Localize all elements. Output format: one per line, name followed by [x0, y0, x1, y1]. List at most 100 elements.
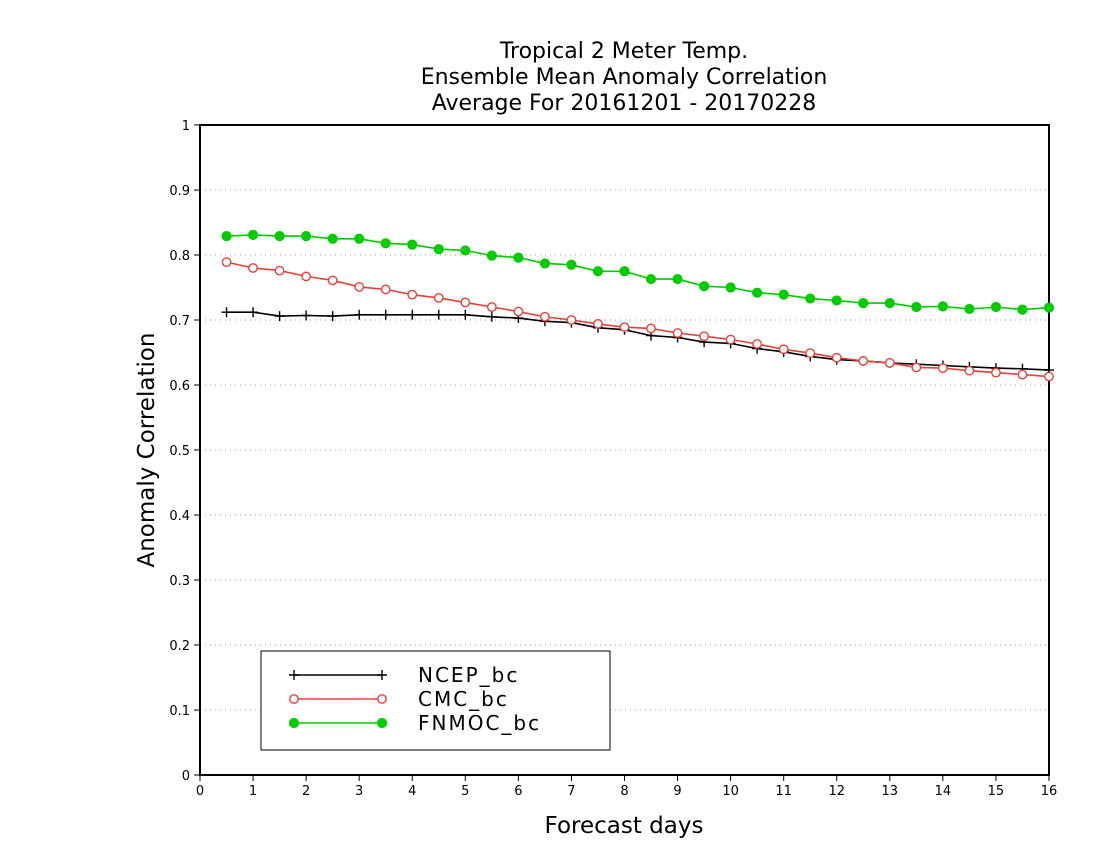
x-tick-label: 13 — [882, 784, 899, 799]
series-lines — [221, 229, 1055, 382]
legend-label-cmc_bc: CMC_bc — [418, 687, 509, 711]
y-tick-label: 0.8 — [169, 249, 190, 264]
x-tick-label: 15 — [988, 784, 1005, 799]
data-point — [301, 310, 312, 321]
data-point — [699, 331, 709, 342]
legend-label-fnmoc_bc: FNMOC_bc — [418, 711, 541, 735]
y-tick-label: 0 — [182, 769, 190, 784]
data-point — [725, 334, 736, 345]
data-point — [274, 311, 285, 322]
data-point — [1044, 371, 1054, 382]
data-point — [248, 307, 259, 318]
data-point — [327, 311, 338, 322]
series-line-cmc_bc — [226, 261, 1050, 378]
data-point — [911, 301, 922, 313]
y-tick-label: 0.2 — [169, 639, 190, 654]
data-point — [592, 266, 604, 277]
data-point — [831, 352, 842, 363]
data-point — [778, 344, 789, 355]
x-tick-label: 9 — [673, 784, 681, 799]
data-point — [433, 292, 444, 303]
x-tick-label: 16 — [1041, 784, 1058, 799]
data-point — [858, 298, 869, 309]
legend-marker — [377, 694, 387, 704]
x-tick-label: 14 — [935, 784, 952, 799]
x-tick-label: 2 — [302, 784, 310, 799]
data-point — [433, 309, 444, 320]
x-tick-label: 0 — [196, 784, 204, 799]
data-point — [460, 297, 471, 308]
y-axis-label: Anomaly Correlation — [134, 332, 160, 567]
data-point — [937, 301, 948, 312]
data-point — [407, 309, 418, 320]
data-point — [778, 289, 789, 300]
data-point — [1017, 369, 1028, 380]
data-point — [221, 231, 232, 242]
data-point — [831, 295, 842, 306]
data-point — [884, 357, 895, 368]
data-point — [354, 281, 365, 292]
data-point — [354, 233, 365, 244]
legend-marker — [289, 694, 299, 704]
y-tick-label: 0.5 — [169, 444, 190, 459]
chart-title-line-1: Tropical 2 Meter Temp. — [499, 39, 748, 64]
legend-box — [260, 650, 611, 751]
x-tick-label: 4 — [408, 784, 416, 799]
x-tick-label: 7 — [567, 784, 575, 799]
data-point — [380, 284, 391, 295]
data-point — [1043, 302, 1055, 313]
data-point — [752, 287, 763, 298]
data-point — [513, 306, 524, 317]
data-point — [911, 362, 922, 373]
legend-label-ncep_bc: NCEP_bc — [418, 663, 519, 687]
x-tick-label: 8 — [620, 784, 628, 799]
data-point — [672, 328, 683, 338]
data-point — [698, 281, 710, 292]
data-point — [407, 289, 418, 300]
data-point — [619, 266, 630, 277]
x-tick-label: 12 — [828, 784, 845, 799]
y-tick-label: 1 — [182, 119, 190, 134]
data-point — [247, 229, 259, 240]
y-tick-label: 0.7 — [169, 314, 190, 329]
y-tick-label: 0.3 — [169, 574, 190, 589]
data-point — [964, 303, 975, 315]
legend-marker — [377, 670, 387, 680]
legend-marker — [376, 717, 388, 729]
x-tick-label: 10 — [722, 784, 739, 799]
data-point — [301, 271, 312, 282]
data-point — [964, 365, 975, 376]
data-point — [937, 363, 948, 373]
data-point — [248, 263, 258, 273]
data-point — [593, 318, 603, 329]
data-point — [991, 367, 1001, 378]
x-tick-label: 1 — [249, 784, 257, 799]
data-point — [301, 231, 312, 242]
data-point — [327, 275, 338, 286]
series-line-fnmoc_bc — [226, 234, 1050, 311]
data-point — [539, 258, 551, 269]
data-point — [566, 315, 577, 325]
data-point — [460, 245, 471, 256]
x-tick-label: 6 — [514, 784, 522, 799]
x-tick-label: 11 — [775, 784, 792, 799]
legend-marker — [288, 717, 300, 729]
data-point — [646, 323, 656, 334]
data-point — [221, 257, 232, 268]
data-point — [805, 293, 816, 304]
data-point — [884, 298, 895, 309]
data-point — [460, 309, 471, 320]
data-point — [619, 322, 630, 333]
data-point — [513, 252, 524, 263]
data-point — [327, 233, 338, 244]
data-point — [805, 348, 816, 359]
data-point — [486, 250, 497, 261]
data-point — [274, 265, 285, 276]
data-point — [566, 259, 577, 270]
data-point — [221, 307, 232, 318]
x-tick-label: 3 — [355, 784, 363, 799]
data-point — [725, 282, 736, 293]
data-point — [380, 238, 391, 249]
